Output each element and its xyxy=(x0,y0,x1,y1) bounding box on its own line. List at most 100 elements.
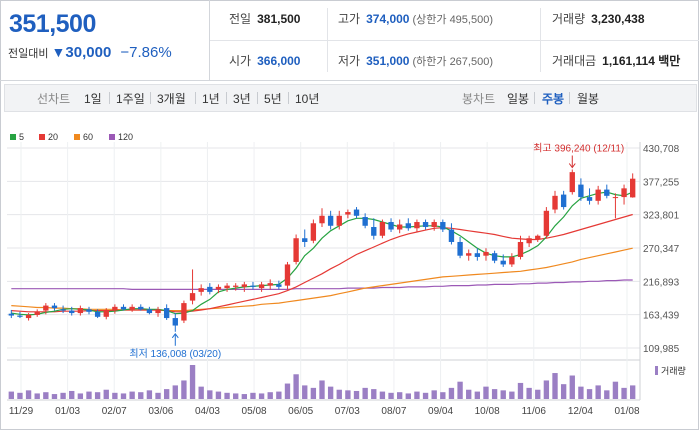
candle-body xyxy=(612,197,619,199)
candle-body xyxy=(500,260,506,265)
candle-body xyxy=(172,318,178,326)
y-tick-label: 109,985 xyxy=(643,344,680,355)
candle-body xyxy=(379,222,386,236)
candle-body xyxy=(163,308,170,319)
candle-body xyxy=(17,315,23,317)
volume-legend-swatch xyxy=(655,366,658,375)
divider xyxy=(226,92,227,104)
volume-bar xyxy=(17,392,23,399)
volume-bar xyxy=(630,385,636,399)
volume-bar xyxy=(595,385,601,399)
range-10y[interactable]: 10년 xyxy=(295,92,320,106)
candle-weekly[interactable]: 주봉 xyxy=(542,92,565,106)
max-marker-arrow-icon xyxy=(568,163,576,169)
volume-bar xyxy=(69,390,75,399)
volume-bar xyxy=(302,385,308,399)
candle-body xyxy=(224,285,230,289)
volume-bar xyxy=(112,392,118,399)
divider xyxy=(534,92,535,104)
candle-body xyxy=(371,227,377,236)
candle-body xyxy=(43,305,49,311)
volume-bar xyxy=(25,390,32,399)
candle-body xyxy=(336,215,342,226)
candle-body xyxy=(422,222,429,228)
change-value: 30,000 xyxy=(65,44,112,61)
candle-daily[interactable]: 일봉 xyxy=(507,92,530,106)
quote-header: 351,500 전일대비 ▼30,000 −7.86% 전일 381,500 고가… xyxy=(0,0,699,81)
candle-body xyxy=(630,178,636,198)
volume-bar xyxy=(569,375,575,399)
price-box: 351,500 전일대비 ▼30,000 −7.86% xyxy=(0,0,210,80)
min-annotation: 최저 136,008 (03/20) xyxy=(129,348,221,360)
range-3y[interactable]: 3년 xyxy=(233,92,251,106)
volume-bar xyxy=(267,392,273,399)
range-1d[interactable]: 1일 xyxy=(84,92,102,106)
candle-body xyxy=(483,251,489,256)
volume-bar xyxy=(362,387,368,399)
divider xyxy=(569,92,570,104)
candle-body xyxy=(69,310,75,314)
volume-bar xyxy=(396,392,403,399)
volume-bar xyxy=(86,391,92,399)
candle-body xyxy=(241,284,248,287)
volume-bar xyxy=(224,392,230,399)
volume-bar xyxy=(189,365,196,399)
candle-body xyxy=(310,223,317,241)
candle-body xyxy=(345,212,351,215)
change-rate: −7.86% xyxy=(120,44,172,61)
volume-bar xyxy=(560,384,567,399)
legend: 5 20 60 120 xyxy=(10,132,133,142)
candle-body xyxy=(112,306,118,311)
volume-bar xyxy=(483,386,489,399)
candle-body xyxy=(284,264,291,286)
range-1w[interactable]: 1주일 xyxy=(116,92,145,106)
legend-swatch-60 xyxy=(74,134,80,140)
candle-body xyxy=(215,286,222,290)
min-marker-arrow-icon xyxy=(171,332,179,339)
volume-bar xyxy=(120,393,127,399)
range-5y[interactable]: 5년 xyxy=(264,92,282,106)
period-toolbar: 선차트 1일 1주일 3개월 1년 3년 5년 10년 봉차트 일봉 주봉 월봉 xyxy=(4,84,697,112)
volume-bar xyxy=(353,390,360,399)
current-price: 351,500 xyxy=(9,10,96,38)
x-tick-label: 01/03 xyxy=(55,406,80,417)
volume-bar xyxy=(77,393,84,399)
range-3m[interactable]: 3개월 xyxy=(157,92,186,106)
x-tick-label: 10/08 xyxy=(475,406,500,417)
x-tick-label: 03/06 xyxy=(148,406,173,417)
candle-body xyxy=(302,238,308,242)
volume-bar xyxy=(103,389,109,399)
day-high: 고가 374,000 (상한가 495,500) xyxy=(338,12,493,26)
candle-body xyxy=(526,238,532,244)
range-1y[interactable]: 1년 xyxy=(202,92,220,106)
x-tick-label: 11/29 xyxy=(9,406,34,417)
volume-bar xyxy=(345,390,351,399)
volume-bar xyxy=(405,393,411,399)
volume-bar xyxy=(241,394,248,399)
volume-bar xyxy=(604,390,610,399)
volume-bar xyxy=(310,387,317,399)
volume-bar xyxy=(500,390,506,399)
candle-body xyxy=(34,311,40,315)
volume-bar xyxy=(336,389,342,399)
candle-body xyxy=(25,314,32,319)
candle-body xyxy=(552,195,558,210)
candle-body xyxy=(86,309,92,312)
legend-swatch-20 xyxy=(39,134,45,140)
volume-bar xyxy=(319,380,325,399)
change-label: 전일대비 xyxy=(8,48,49,60)
volume-bar xyxy=(34,393,40,399)
candle-body xyxy=(353,209,360,216)
candle-body xyxy=(586,197,593,201)
x-tick-label: 08/07 xyxy=(381,406,406,417)
candle-body xyxy=(466,253,472,256)
candle-body xyxy=(535,235,541,240)
candle-body xyxy=(621,188,627,198)
candle-monthly[interactable]: 월봉 xyxy=(577,92,600,106)
volume-bar xyxy=(155,392,161,399)
volume-bar xyxy=(284,383,291,399)
candle-body xyxy=(267,283,273,286)
candle-body xyxy=(155,309,161,314)
volume-bar xyxy=(586,389,593,399)
price-change: 전일대비 ▼30,000 −7.86% xyxy=(8,44,172,61)
